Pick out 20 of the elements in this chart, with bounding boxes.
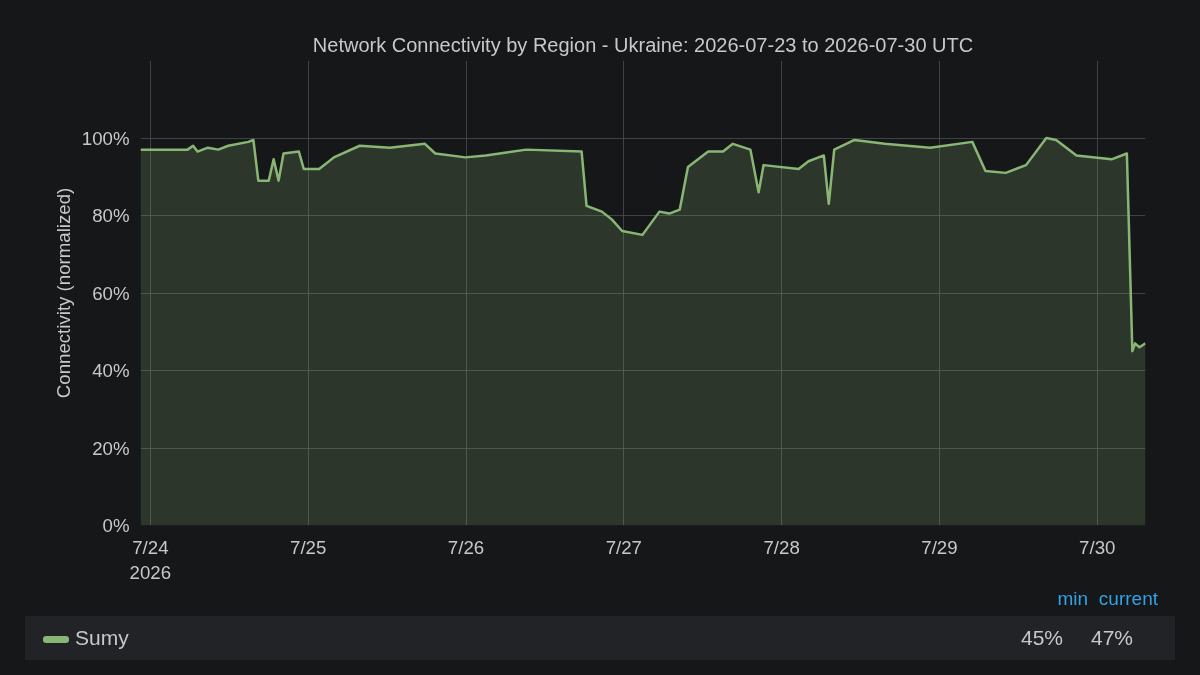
y-tick-label: 80%	[92, 205, 130, 226]
chart-title: Network Connectivity by Region - Ukraine: 2026-07-23 to 2026-07-30 UTC	[312, 33, 974, 56]
text: min	[1056, 587, 1088, 611]
y-tick-label: 100%	[81, 127, 130, 149]
y-tick-label: 60%	[92, 282, 130, 304]
x-tick-label: 7/25	[290, 536, 327, 558]
text: 47%	[1089, 625, 1133, 652]
x-tick-label: 7/30	[1079, 536, 1116, 558]
legend-label: Sumy	[74, 625, 129, 652]
y-tick-label: 20%	[92, 437, 130, 459]
text: current	[1097, 587, 1158, 611]
y-axis-title: Connectivity (normalized)	[52, 187, 74, 399]
y-tick-label: 40%	[92, 360, 130, 381]
text: 45%	[1019, 625, 1063, 652]
x-tick-label: 7/24 2026	[129, 536, 172, 583]
x-tick-label: 7/28	[763, 536, 800, 558]
x-tick-label: 7/27	[605, 536, 642, 558]
x-tick-label: 7/26	[447, 536, 485, 558]
x-tick-label: 7/29	[921, 536, 958, 558]
y-tick-label: 0%	[102, 515, 130, 536]
